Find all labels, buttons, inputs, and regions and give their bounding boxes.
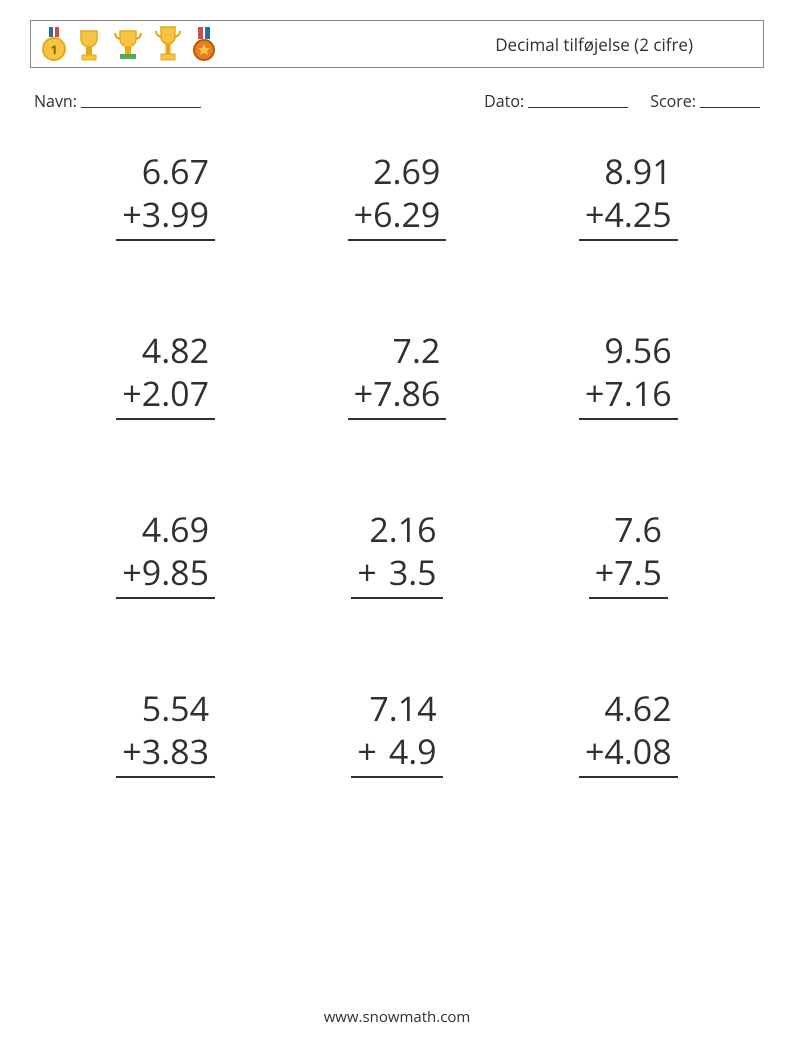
footer-url: www.snowmath.com <box>0 1007 794 1027</box>
operator: + <box>357 730 376 773</box>
operand-a: 6.67 <box>116 150 215 193</box>
problem: 5.54+3.83 <box>60 687 271 778</box>
operand-a: 8.91 <box>579 150 678 193</box>
medal-icon: 1 <box>41 27 67 63</box>
operand-a: 2.16 <box>351 508 442 551</box>
problem: 4.82+2.07 <box>60 329 271 420</box>
trophy-row: 1 <box>41 25 217 63</box>
operand-b-row: +9.85 <box>116 551 215 600</box>
operand-b: 9.85 <box>142 549 209 595</box>
operator: + <box>122 551 141 594</box>
operand-a: 9.56 <box>579 329 678 372</box>
operand-a: 4.82 <box>116 329 215 372</box>
name-field-group: Navn: <box>34 90 201 112</box>
problem: 4.69+9.85 <box>60 508 271 599</box>
operand-b: 3.99 <box>142 191 209 237</box>
operand-b: 4.25 <box>604 191 671 237</box>
operand-a: 7.2 <box>348 329 447 372</box>
operand-b-row: +4.25 <box>579 193 678 242</box>
operator: + <box>122 730 141 773</box>
svg-text:1: 1 <box>51 41 58 58</box>
problem: 8.91+4.25 <box>523 150 734 241</box>
name-label: Navn: <box>34 90 77 112</box>
trophy-tall-icon <box>153 25 183 63</box>
problem: 7.6+7.5 <box>523 508 734 599</box>
operator: + <box>585 730 604 773</box>
problem: 4.62+4.08 <box>523 687 734 778</box>
date-blank[interactable] <box>528 90 628 108</box>
operand-b: 7.5 <box>614 549 662 595</box>
trophy-handles-icon <box>111 27 145 63</box>
operand-b-row: +3.5 <box>351 551 442 600</box>
problem: 7.14+4.9 <box>291 687 502 778</box>
operand-a: 7.6 <box>589 508 668 551</box>
operand-a: 4.62 <box>579 687 678 730</box>
operand-b: 2.07 <box>142 370 209 416</box>
operand-b-row: +7.16 <box>579 372 678 421</box>
header-box: 1 <box>30 20 764 68</box>
problem: 6.67+3.99 <box>60 150 271 241</box>
problem: 2.16+3.5 <box>291 508 502 599</box>
operand-b-row: +7.5 <box>589 551 668 600</box>
operand-b: 7.86 <box>373 370 440 416</box>
operator: + <box>585 193 604 236</box>
worksheet-page: 1 <box>0 0 794 1053</box>
operand-b-row: +7.86 <box>348 372 447 421</box>
operand-a: 5.54 <box>116 687 215 730</box>
score-label: Score: <box>650 90 696 112</box>
operand-a: 7.14 <box>351 687 442 730</box>
problem: 2.69+6.29 <box>291 150 502 241</box>
operand-a: 4.69 <box>116 508 215 551</box>
operand-b: 6.29 <box>373 191 440 237</box>
name-blank[interactable] <box>81 90 201 108</box>
operand-b-row: +2.07 <box>116 372 215 421</box>
operand-b-row: +3.99 <box>116 193 215 242</box>
operand-b-row: +3.83 <box>116 730 215 779</box>
operand-b: 7.16 <box>604 370 671 416</box>
operand-b: 4.08 <box>604 728 671 774</box>
operand-a: 2.69 <box>348 150 447 193</box>
date-label: Dato: <box>484 90 524 112</box>
worksheet-title: Decimal tilføjelse (2 cifre) <box>495 33 753 56</box>
info-row: Navn: Dato: Score: <box>30 90 764 112</box>
trophy-icon <box>75 27 103 63</box>
operator: + <box>122 193 141 236</box>
operator: + <box>122 372 141 415</box>
operand-b: 3.83 <box>142 728 209 774</box>
operator: + <box>354 193 373 236</box>
operator: + <box>595 551 614 594</box>
operator: + <box>354 372 373 415</box>
operand-b-row: +6.29 <box>348 193 447 242</box>
score-blank[interactable] <box>700 90 760 108</box>
problem: 9.56+7.16 <box>523 329 734 420</box>
badge-icon <box>191 27 217 63</box>
problem: 7.2+7.86 <box>291 329 502 420</box>
operand-b: 4.9 <box>389 728 437 774</box>
operator: + <box>357 551 376 594</box>
operator: + <box>585 372 604 415</box>
problems-grid: 6.67+3.992.69+6.298.91+4.254.82+2.077.2+… <box>30 150 764 778</box>
operand-b: 3.5 <box>389 549 437 595</box>
operand-b-row: +4.9 <box>351 730 442 779</box>
operand-b-row: +4.08 <box>579 730 678 779</box>
